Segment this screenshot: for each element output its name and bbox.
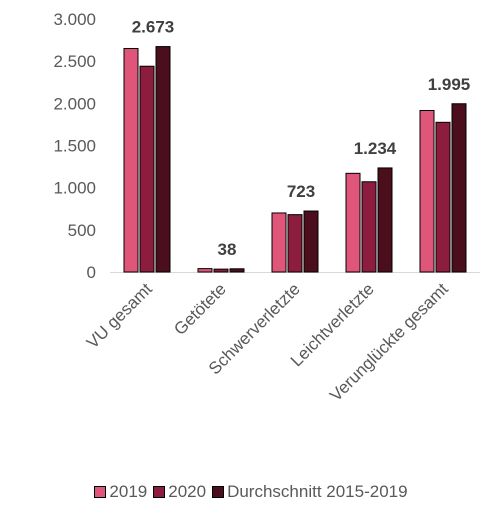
legend-swatch-2020 (153, 486, 166, 498)
bar-durchschnitt-2015-2019-3 (377, 167, 393, 273)
bar-2020-2 (287, 214, 303, 273)
bar-durchschnitt-2015-2019-2 (303, 210, 319, 273)
data-labels: 2.673 38 723 1.234 1.995 (132, 18, 471, 259)
bar-durchschnitt-2015-2019-4 (451, 103, 467, 273)
category-label-0: VU gesamt (83, 279, 156, 352)
legend-label-2019: 2019 (109, 482, 148, 501)
y-tick-label-2: 1.000 (53, 179, 96, 198)
y-tick-label-0: 0 (87, 263, 96, 282)
bar-2019-3 (345, 172, 361, 273)
legend: 2019 2020 Durchschnitt 2015-2019 (0, 482, 502, 502)
legend-label-average: Durchschnitt 2015-2019 (227, 482, 408, 501)
bar-2019-0 (123, 48, 139, 273)
data-label-4: 1.995 (428, 75, 471, 94)
legend-swatch-average (212, 486, 225, 498)
data-label-2: 723 (287, 182, 315, 201)
bar-2020-1 (213, 268, 229, 273)
y-tick-label-3: 1.500 (53, 137, 96, 156)
data-label-1: 38 (218, 240, 237, 259)
y-tick-label-6: 3.000 (53, 10, 96, 29)
category-labels: VU gesamt GetöteteSchwerverletzteLeichtve… (83, 279, 452, 405)
legend-item-average: Durchschnitt 2015-2019 (212, 482, 408, 502)
data-label-3: 1.234 (354, 139, 397, 158)
bar-2020-3 (361, 181, 377, 273)
legend-item-2019: 2019 (94, 482, 147, 502)
legend-item-2020: 2020 (153, 482, 206, 502)
legend-label-2020: 2020 (168, 482, 207, 501)
y-tick-label-1: 500 (68, 221, 96, 240)
bar-durchschnitt-2015-2019-0 (155, 46, 171, 273)
category-label-1: Getötete (170, 279, 230, 339)
y-tick-label-5: 2.500 (53, 52, 96, 71)
bar-2019-4 (419, 110, 435, 273)
bar-2020-4 (435, 121, 451, 273)
bar-durchschnitt-2015-2019-1 (229, 268, 245, 273)
y-axis: 0 500 1.000 1.500 2.000 2.500 3.000 (53, 10, 480, 282)
bar-2019-2 (271, 212, 287, 273)
bar-2019-1 (197, 268, 213, 273)
data-label-0: 2.673 (132, 18, 175, 37)
y-tick-label-4: 2.000 (53, 94, 96, 113)
bar-2020-0 (139, 65, 155, 273)
legend-swatch-2019 (94, 486, 107, 498)
bars (123, 46, 467, 273)
